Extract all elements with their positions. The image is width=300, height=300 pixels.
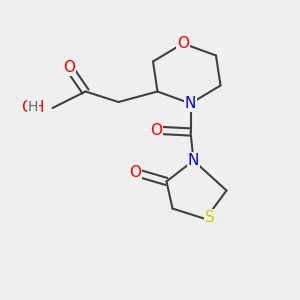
Text: O: O bbox=[177, 36, 189, 51]
Text: OH: OH bbox=[22, 100, 45, 116]
Text: O: O bbox=[63, 60, 75, 75]
Text: O: O bbox=[129, 165, 141, 180]
Text: S: S bbox=[205, 210, 215, 225]
Text: N: N bbox=[188, 153, 199, 168]
Text: H: H bbox=[28, 100, 38, 114]
Text: O: O bbox=[150, 123, 162, 138]
Text: N: N bbox=[185, 96, 196, 111]
